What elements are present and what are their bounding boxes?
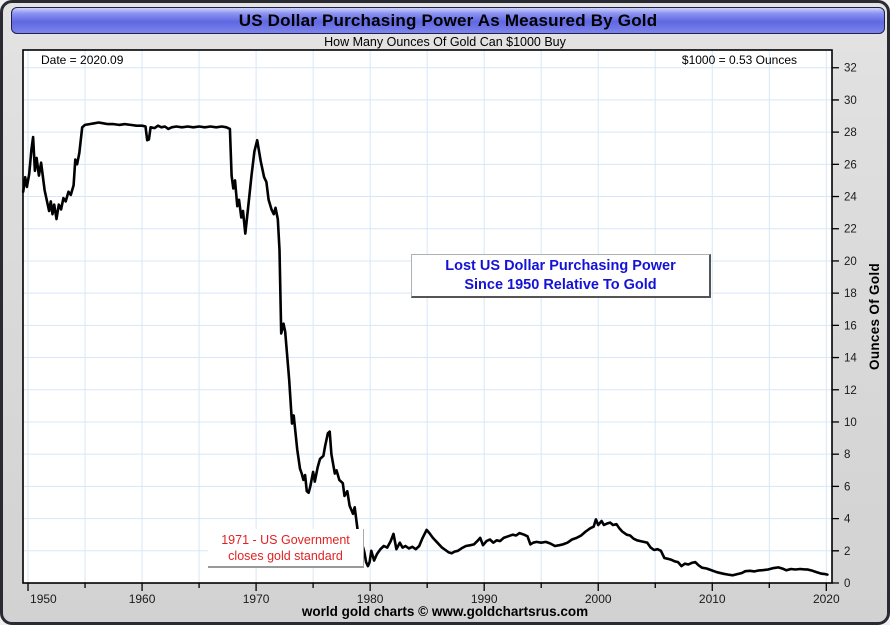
svg-text:18: 18 [844,288,857,300]
svg-text:6: 6 [844,481,850,493]
callout-line-2: Since 1950 Relative To Gold [464,276,657,293]
svg-text:26: 26 [844,159,857,171]
purchasing-power-line [21,121,829,577]
page-title: US Dollar Purchasing Power As Measured B… [238,10,658,30]
svg-text:2010: 2010 [699,592,726,606]
svg-text:14: 14 [844,353,857,365]
svg-text:1960: 1960 [129,592,156,606]
svg-text:0: 0 [844,578,850,590]
svg-text:2020: 2020 [813,592,840,606]
date-annotation: Date = 2020.09 [41,53,124,67]
source-credit: world gold charts © www.goldchartsrus.co… [301,604,589,619]
gridlines [23,50,832,583]
svg-text:1970: 1970 [243,592,270,606]
y-axis-title: Ounces Of Gold [867,263,882,370]
svg-text:24: 24 [844,192,857,204]
gold-standard-callout: 1971 - US Government closes gold standar… [208,529,364,568]
lost-purchasing-power-callout: Lost US Dollar Purchasing Power Since 19… [411,254,711,298]
svg-text:8: 8 [844,449,850,461]
svg-text:32: 32 [844,63,857,75]
svg-text:4: 4 [844,514,851,526]
gold-standard-line-1: 1971 - US Government [221,532,350,547]
callout-line-1: Lost US Dollar Purchasing Power [445,257,676,274]
svg-text:1950: 1950 [30,592,57,606]
svg-text:30: 30 [844,95,857,107]
chart-subtitle: How Many Ounces Of Gold Can $1000 Buy [324,35,566,49]
svg-text:2: 2 [844,546,850,558]
svg-text:22: 22 [844,224,857,236]
svg-text:12: 12 [844,385,857,397]
svg-text:20: 20 [844,256,857,268]
gold-standard-line-2: closes gold standard [228,548,343,563]
svg-text:10: 10 [844,417,857,429]
svg-text:1980: 1980 [357,592,384,606]
chart-title-bar: US Dollar Purchasing Power As Measured B… [11,7,885,34]
svg-text:1990: 1990 [471,592,498,606]
x-axis-ticks: 1950 1960 1970 1980 1990 2000 2010 2020 [27,583,840,606]
svg-text:2000: 2000 [585,592,612,606]
svg-text:16: 16 [844,320,857,332]
current-value-annotation: $1000 = 0.53 Ounces [681,53,797,67]
svg-text:28: 28 [844,127,857,139]
